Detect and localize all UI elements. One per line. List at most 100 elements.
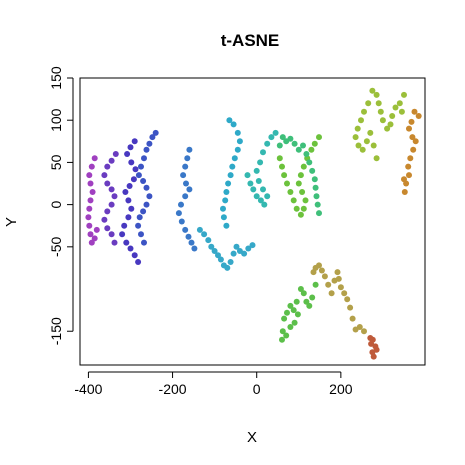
data-point — [301, 206, 307, 212]
y-tick-label: 0 — [48, 201, 64, 209]
data-point — [384, 126, 390, 132]
data-point — [374, 347, 380, 353]
data-point — [291, 197, 297, 203]
data-point — [378, 109, 384, 115]
data-point — [358, 117, 364, 123]
data-point — [109, 231, 115, 237]
data-point — [201, 231, 207, 237]
data-point — [300, 143, 306, 149]
data-point — [128, 246, 134, 252]
data-point — [149, 134, 155, 140]
data-point — [308, 147, 314, 153]
data-point — [132, 252, 138, 258]
data-point — [298, 286, 304, 292]
data-point — [179, 219, 185, 225]
plot-frame — [80, 78, 425, 365]
data-point — [257, 159, 263, 165]
data-point — [268, 134, 274, 140]
data-point — [296, 147, 302, 153]
data-point — [371, 354, 377, 360]
data-point — [287, 303, 293, 309]
data-point — [287, 136, 293, 142]
data-point — [294, 299, 300, 305]
data-point — [109, 202, 115, 208]
x-axis-ticks: -400 -200 0 200 — [74, 372, 352, 397]
data-point — [235, 130, 241, 136]
data-point — [186, 234, 192, 240]
data-point — [335, 269, 341, 275]
data-point — [303, 197, 309, 203]
data-point — [303, 151, 309, 157]
data-point — [412, 109, 418, 115]
data-point — [410, 147, 416, 153]
data-point — [360, 147, 366, 153]
x-tick-label: 0 — [253, 381, 261, 397]
data-point — [409, 119, 415, 125]
data-point — [341, 290, 347, 296]
data-point — [94, 227, 100, 233]
data-point — [314, 193, 320, 199]
data-point — [228, 259, 234, 265]
data-point — [135, 223, 141, 229]
data-point — [406, 172, 412, 178]
data-point — [182, 227, 188, 233]
data-point — [176, 210, 182, 216]
data-point — [183, 181, 189, 187]
data-point — [138, 164, 144, 170]
data-point — [245, 172, 251, 178]
data-point — [281, 172, 287, 178]
data-point — [231, 251, 237, 257]
data-point — [180, 172, 186, 178]
data-point — [347, 305, 353, 311]
data-point — [128, 206, 134, 212]
data-point — [89, 164, 95, 170]
data-point — [284, 310, 290, 316]
data-point — [223, 223, 229, 229]
y-axis-ticks: -150-50050100150 — [48, 66, 73, 345]
data-point — [137, 214, 143, 220]
data-point — [104, 181, 110, 187]
data-point — [222, 197, 228, 203]
data-point — [104, 225, 110, 231]
data-point — [86, 172, 92, 178]
data-point — [135, 259, 141, 265]
data-point — [101, 172, 107, 178]
data-point — [260, 149, 266, 155]
data-point — [380, 117, 386, 123]
data-point — [182, 193, 188, 199]
data-point — [146, 141, 152, 147]
data-point — [287, 189, 293, 195]
data-point — [112, 240, 118, 246]
data-point — [86, 223, 92, 229]
data-point — [399, 109, 405, 115]
data-point — [306, 159, 312, 165]
data-point — [104, 164, 110, 170]
data-point — [312, 141, 318, 147]
data-point — [376, 100, 382, 106]
data-point — [313, 185, 319, 191]
data-point — [144, 147, 150, 153]
data-point — [364, 138, 370, 144]
data-point — [197, 227, 203, 233]
data-point — [189, 240, 195, 246]
data-point — [178, 202, 184, 208]
x-tick-label: -400 — [74, 381, 102, 397]
data-point — [256, 178, 262, 184]
data-point — [296, 181, 302, 187]
data-point — [140, 208, 146, 214]
data-point — [113, 151, 119, 157]
y-tick-label: -150 — [48, 317, 64, 345]
data-point — [311, 269, 317, 275]
data-point — [228, 172, 234, 178]
data-point — [109, 158, 115, 164]
data-point — [329, 290, 335, 296]
data-point — [361, 109, 367, 115]
data-point — [119, 231, 125, 237]
data-point — [225, 181, 231, 187]
data-point — [223, 189, 229, 195]
data-point — [374, 155, 380, 161]
data-point — [101, 217, 107, 223]
data-point — [365, 100, 371, 106]
y-tick-label: 50 — [48, 154, 64, 170]
data-point — [123, 240, 129, 246]
